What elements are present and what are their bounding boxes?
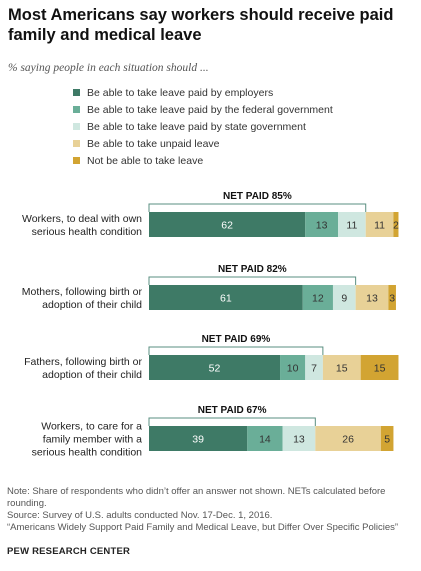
chart-subtitle: % saying people in each situation should… <box>8 62 209 74</box>
legend-swatch <box>73 140 80 147</box>
report-title-text: “Americans Widely Support Paid Family an… <box>7 522 399 533</box>
value-label: 39 <box>192 434 204 446</box>
value-label: 13 <box>366 293 378 305</box>
legend-item: Be able to take unpaid leave <box>73 135 333 152</box>
net-bracket <box>148 346 324 355</box>
net-bracket <box>148 276 357 285</box>
bar-segment <box>149 285 303 310</box>
value-label: 15 <box>336 363 348 375</box>
legend-label: Be able to take unpaid leave <box>87 137 220 150</box>
value-label: 5 <box>384 434 390 446</box>
net-bracket <box>148 203 367 212</box>
category-label: adoption of their child <box>42 299 142 311</box>
value-label: 11 <box>374 220 385 232</box>
value-label: 2 <box>393 220 399 232</box>
category-label: family member with a <box>43 434 142 446</box>
bar-segment <box>302 285 333 310</box>
value-label: 52 <box>209 363 221 375</box>
category-label: adoption of their child <box>42 369 142 381</box>
value-label: 15 <box>374 363 386 375</box>
bar-segment <box>360 355 399 380</box>
bar-segment <box>305 212 338 237</box>
value-label: 61 <box>220 293 232 305</box>
bar-segment <box>338 212 366 237</box>
note-text: Note: Share of respondents who didn’t of… <box>7 486 386 509</box>
bar-segment <box>380 426 394 451</box>
category-label: Mothers, following birth or <box>22 286 143 298</box>
bar-segment <box>305 355 323 380</box>
legend-swatch <box>73 123 80 130</box>
legend-swatch <box>73 157 80 164</box>
legend-swatch <box>73 89 80 96</box>
bar-segment <box>388 285 396 310</box>
chart-notes: Note: Share of respondents who didn’t of… <box>7 486 415 534</box>
bar-segment <box>149 212 306 237</box>
bar-segment <box>149 426 248 451</box>
value-label: 12 <box>312 293 324 305</box>
legend-label: Be able to take leave paid by the federa… <box>87 103 333 116</box>
legend-item: Be able to take leave paid by the federa… <box>73 101 333 118</box>
value-label: 62 <box>221 220 233 232</box>
net-paid-label: NET PAID 82% <box>218 264 287 275</box>
legend-item: Be able to take leave paid by employers <box>73 84 333 101</box>
legend-item: Be able to take leave paid by state gove… <box>73 118 333 135</box>
value-label: 13 <box>316 220 328 232</box>
net-bracket <box>148 417 316 426</box>
bar-segment <box>365 212 394 237</box>
legend: Be able to take leave paid by employers … <box>73 84 333 169</box>
value-label: 11 <box>346 220 357 232</box>
category-label: serious health condition <box>32 226 142 238</box>
legend-swatch <box>73 106 80 113</box>
legend-item: Not be able to take leave <box>73 152 333 169</box>
bar-segment <box>332 285 356 310</box>
category-label: Workers, to care for a <box>41 421 142 433</box>
value-label: 7 <box>311 363 317 375</box>
category-label: Workers, to deal with own <box>22 213 142 225</box>
bar-segment <box>149 355 281 380</box>
bar-segment <box>247 426 283 451</box>
category-label: Fathers, following birth or <box>24 356 142 368</box>
bar-segment <box>280 355 306 380</box>
value-label: 9 <box>341 293 347 305</box>
bar-segment <box>322 355 361 380</box>
bar-segment <box>355 285 389 310</box>
source-text: Source: Survey of U.S. adults conducted … <box>7 510 273 521</box>
bar-segment <box>315 426 381 451</box>
value-label: 13 <box>293 434 305 446</box>
value-label: 14 <box>259 434 271 446</box>
legend-label: Not be able to take leave <box>87 154 204 167</box>
value-label: 3 <box>389 293 395 305</box>
net-paid-label: NET PAID 85% <box>223 191 292 202</box>
chart-title: Most Americans say workers should receiv… <box>8 6 394 44</box>
net-paid-label: NET PAID 69% <box>202 334 271 345</box>
bar-segment <box>393 212 399 237</box>
value-label: 26 <box>342 434 354 446</box>
value-label: 10 <box>287 363 299 375</box>
bar-segment <box>282 426 316 451</box>
legend-label: Be able to take leave paid by employers <box>87 86 274 99</box>
category-label: serious health condition <box>32 447 142 459</box>
org-name: PEW RESEARCH CENTER <box>7 546 131 557</box>
legend-label: Be able to take leave paid by state gove… <box>87 120 306 133</box>
net-paid-label: NET PAID 67% <box>198 405 267 416</box>
